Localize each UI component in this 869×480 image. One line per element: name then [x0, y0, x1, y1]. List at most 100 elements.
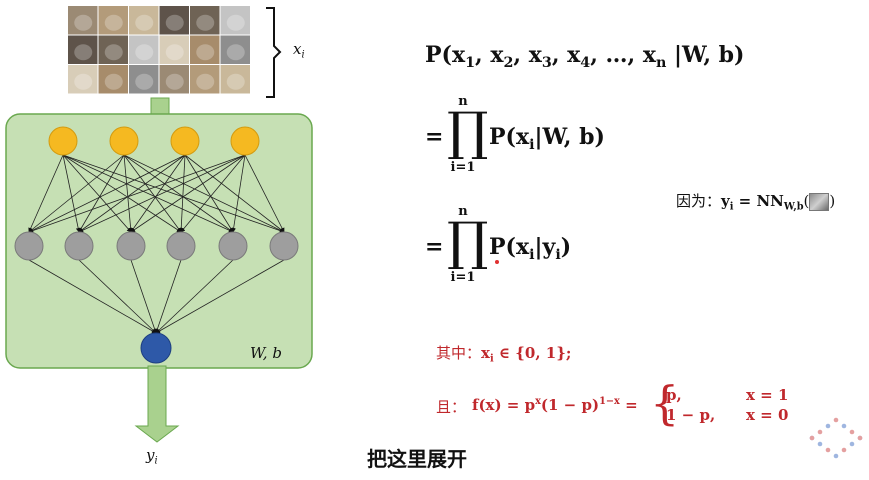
hidden-node	[116, 231, 146, 261]
cat-face-shape	[135, 44, 154, 61]
input-to-hidden-edge	[231, 154, 246, 233]
joint-probability-formula: P(x1, x2, x3, x4, …, xn |W, b)	[425, 42, 745, 71]
input-to-hidden-edge	[78, 154, 125, 233]
input-to-hidden-edge	[244, 154, 285, 233]
hidden-node	[218, 231, 248, 261]
input-to-hidden-edge	[28, 154, 64, 233]
input-to-hidden-edge	[178, 154, 186, 233]
input-to-hidden-edge	[123, 154, 134, 233]
cat-face-shape	[74, 14, 93, 31]
logo-dot	[833, 417, 839, 423]
cat-photo	[129, 65, 159, 94]
cat-face-shape	[135, 14, 154, 31]
logo-dot	[857, 435, 863, 441]
input-node	[230, 126, 260, 156]
logo-dot	[841, 447, 847, 453]
cat-photo	[129, 35, 159, 64]
input-to-hidden-edge	[130, 154, 246, 233]
input-to-hidden-edge	[130, 154, 186, 233]
cat-face-shape	[104, 14, 123, 31]
cat-face-shape	[74, 44, 93, 61]
cat-photo	[220, 65, 250, 94]
cat-photo	[159, 6, 189, 35]
input-to-hidden-edge	[123, 154, 182, 233]
cat-face-shape	[165, 44, 184, 61]
cat-face-shape	[104, 73, 123, 90]
params-label: W, b	[250, 344, 282, 362]
input-label: xi	[293, 40, 305, 61]
cat-photo	[98, 6, 128, 35]
input-to-hidden-edge	[78, 154, 186, 233]
cat-face-shape	[165, 73, 184, 90]
pointer-dot	[495, 260, 499, 264]
cat-photo	[68, 6, 98, 35]
input-to-hidden-edge	[62, 154, 132, 233]
hidden-node	[269, 231, 299, 261]
input-to-hidden-edge	[28, 154, 246, 233]
input-to-hidden-edge	[123, 154, 234, 233]
cat-photo	[159, 35, 189, 64]
logo-dot	[817, 429, 823, 435]
cat-photo	[98, 35, 128, 64]
hidden-to-output-edge	[78, 259, 157, 334]
cat-face-shape	[165, 14, 184, 31]
logo-dot	[817, 441, 823, 447]
input-to-hidden-edge	[184, 154, 234, 233]
where-note: 其中：xi ∈ {0, 1};	[436, 344, 572, 365]
output-label: yi	[146, 446, 158, 467]
cat-face-shape	[196, 73, 215, 90]
input-to-hidden-edge	[123, 154, 285, 233]
cat-photo	[190, 6, 220, 35]
cat-photo	[68, 35, 98, 64]
logo-dot	[841, 423, 847, 429]
piecewise-brace: {	[650, 376, 680, 430]
cat-image-grid	[68, 6, 250, 94]
cat-face-shape	[226, 44, 245, 61]
logo-dot	[849, 441, 855, 447]
cat-photo	[98, 65, 128, 94]
product-symbol: ∏	[447, 212, 489, 272]
input-to-hidden-edge	[180, 154, 246, 233]
logo-dot	[833, 453, 839, 459]
output-arrow	[134, 365, 180, 443]
cat-photo	[220, 35, 250, 64]
cat-photo	[190, 65, 220, 94]
hidden-to-output-edge	[28, 259, 157, 334]
decorative-logo	[809, 417, 863, 459]
logo-dot	[825, 447, 831, 453]
cat-photo	[220, 6, 250, 35]
cat-photo	[190, 35, 220, 64]
hidden-to-output-edge	[155, 259, 234, 334]
video-subtitle: 把这里展开	[367, 447, 467, 471]
bernoulli-definition: 且： f(x) = px(1 − p)1−x = { p, x = 1 1 − …	[436, 376, 789, 430]
cat-face-shape	[135, 73, 154, 90]
input-to-hidden-edge	[28, 154, 186, 233]
network-nodes	[14, 126, 299, 364]
input-to-hidden-edge	[62, 154, 182, 233]
hidden-node	[166, 231, 196, 261]
cat-face-shape	[104, 44, 123, 61]
product-symbol: ∏	[447, 102, 489, 162]
hidden-node	[64, 231, 94, 261]
input-node	[109, 126, 139, 156]
input-bracket	[266, 7, 282, 98]
cat-photo	[159, 65, 189, 94]
cat-face-shape	[226, 14, 245, 31]
input-to-hidden-edge	[78, 154, 246, 233]
hidden-to-output-edge	[130, 259, 157, 334]
cat-photo	[68, 65, 98, 94]
input-to-hidden-edge	[62, 154, 285, 233]
hidden-to-output-edge	[155, 259, 182, 334]
input-to-hidden-edge	[62, 154, 81, 233]
because-note: 因为：yi = NNW,b()	[676, 192, 836, 213]
network-connections	[28, 154, 285, 334]
hidden-to-output-edge	[155, 259, 285, 334]
input-to-hidden-edge	[28, 154, 125, 233]
logo-dot	[809, 435, 815, 441]
input-node	[48, 126, 78, 156]
cat-face-shape	[196, 14, 215, 31]
hidden-node	[14, 231, 44, 261]
input-node	[170, 126, 200, 156]
input-to-hidden-edge	[184, 154, 285, 233]
